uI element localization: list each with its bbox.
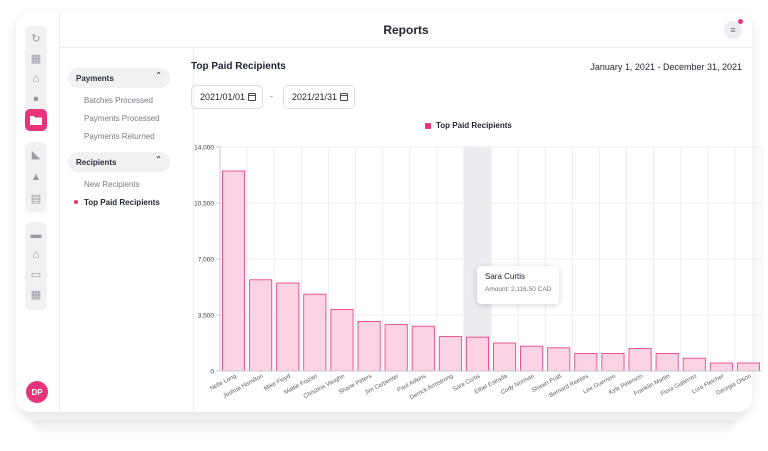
bar-6 bbox=[384, 324, 408, 372]
start-date-value: 2021/01/01 bbox=[200, 92, 246, 102]
grid-icon[interactable]: ▦ bbox=[30, 289, 42, 301]
check-icon[interactable]: ● bbox=[32, 93, 40, 105]
nav-item-top-paid-recipients[interactable]: Top Paid Recipients bbox=[84, 198, 160, 207]
y-tick-label: 10,500 bbox=[194, 201, 214, 208]
chart-tooltip: Sara Curtis Amount: 2,116.50 CAD bbox=[477, 266, 559, 304]
bar-17 bbox=[682, 357, 706, 372]
date-range-label: January 1, 2021 - December 31, 2021 bbox=[590, 62, 742, 72]
date-separator: - bbox=[270, 91, 273, 101]
nav-item-payments-processed[interactable]: Payments Processed bbox=[84, 114, 160, 123]
bar-16 bbox=[655, 352, 679, 372]
y-tick-label: 0 bbox=[210, 369, 214, 376]
nav-item-batches-processed[interactable]: Batches Processed bbox=[84, 96, 153, 105]
chart-legend[interactable]: Top Paid Recipients bbox=[425, 121, 512, 130]
history-icon[interactable]: ↻ bbox=[31, 33, 41, 45]
report-title: Top Paid Recipients bbox=[191, 61, 286, 72]
bar-11 bbox=[520, 345, 544, 372]
folder-icon[interactable] bbox=[25, 109, 47, 131]
calendar-icon[interactable] bbox=[340, 93, 348, 101]
app-window: ↻ ▦ ⌂ ● ◣ ▲ ▤ ▬ ⌂ ▭ ▦ DP Reports ≡ Payme… bbox=[16, 12, 752, 412]
bar-19 bbox=[736, 362, 760, 372]
y-tick-label: 14,000 bbox=[194, 145, 214, 152]
active-indicator-dot bbox=[74, 200, 78, 204]
bar-7 bbox=[411, 325, 435, 372]
nav-item-payments-returned[interactable]: Payments Returned bbox=[84, 132, 155, 141]
bar-4 bbox=[330, 308, 354, 372]
end-date-value: 2021/21/31 bbox=[292, 92, 338, 102]
end-date-input[interactable]: 2021/21/31 bbox=[283, 85, 355, 109]
bar-1 bbox=[249, 279, 273, 372]
bar-13 bbox=[574, 352, 598, 372]
menu-icon[interactable]: ≡ bbox=[724, 21, 742, 39]
bar-9 bbox=[465, 336, 489, 372]
legend-swatch bbox=[425, 122, 431, 129]
avatar[interactable]: DP bbox=[26, 381, 48, 403]
page-title: Reports bbox=[383, 23, 429, 37]
bar-2 bbox=[276, 282, 300, 372]
nav-section-label: Recipients bbox=[76, 157, 117, 167]
rail-group-main: ↻ ▦ ⌂ ● bbox=[25, 26, 47, 114]
rail-group-secondary: ◣ ▲ ▤ bbox=[25, 142, 47, 212]
calendar-icon[interactable]: ▦ bbox=[30, 53, 42, 65]
legend-label: Top Paid Recipients bbox=[436, 121, 512, 130]
rail-group-tools: ▬ ⌂ ▭ ▦ bbox=[25, 222, 47, 310]
home-icon[interactable]: ⌂ bbox=[32, 73, 40, 85]
bar-0 bbox=[222, 170, 246, 372]
bar-5 bbox=[357, 320, 381, 372]
hover-highlight-column bbox=[463, 147, 491, 371]
printer-icon[interactable]: ▤ bbox=[30, 193, 42, 205]
chevron-up-icon: ⌃ bbox=[155, 71, 162, 80]
icon-rail: ↻ ▦ ⌂ ● ◣ ▲ ▤ ▬ ⌂ ▭ ▦ DP bbox=[16, 12, 60, 412]
nav-item-new-recipients[interactable]: New Recipients bbox=[84, 180, 140, 189]
bar-12 bbox=[547, 347, 571, 372]
bank-icon[interactable]: ⌂ bbox=[32, 249, 40, 261]
bar-3 bbox=[303, 293, 327, 372]
tooltip-amount: Amount: 2,116.50 CAD bbox=[485, 286, 552, 293]
bar-10 bbox=[493, 342, 517, 372]
top-header: Reports ≡ bbox=[60, 12, 752, 48]
tag-icon[interactable]: ◣ bbox=[31, 149, 41, 161]
tooltip-name: Sara Curtis bbox=[485, 272, 526, 281]
notification-dot bbox=[738, 19, 743, 24]
calendar-icon[interactable] bbox=[248, 93, 256, 101]
bar-18 bbox=[709, 362, 733, 372]
y-tick-label: 7,000 bbox=[198, 257, 215, 264]
start-date-input[interactable]: 2021/01/01 bbox=[191, 85, 263, 109]
y-tick-label: 3,500 bbox=[198, 313, 215, 320]
chevron-up-icon: ⌃ bbox=[155, 155, 162, 164]
toggle-icon[interactable]: ▬ bbox=[30, 229, 42, 241]
bar-15 bbox=[628, 348, 652, 372]
bar-14 bbox=[601, 352, 625, 372]
bar-8 bbox=[438, 336, 462, 372]
nav-section-label: Payments bbox=[76, 73, 114, 83]
card-icon[interactable]: ▭ bbox=[30, 269, 42, 281]
reports-subnav: Payments ⌃ Batches Processed Payments Pr… bbox=[60, 48, 194, 412]
nav-section-payments[interactable]: Payments ⌃ bbox=[68, 68, 170, 88]
nav-section-recipients[interactable]: Recipients ⌃ bbox=[68, 152, 170, 172]
warning-icon[interactable]: ▲ bbox=[30, 171, 42, 183]
